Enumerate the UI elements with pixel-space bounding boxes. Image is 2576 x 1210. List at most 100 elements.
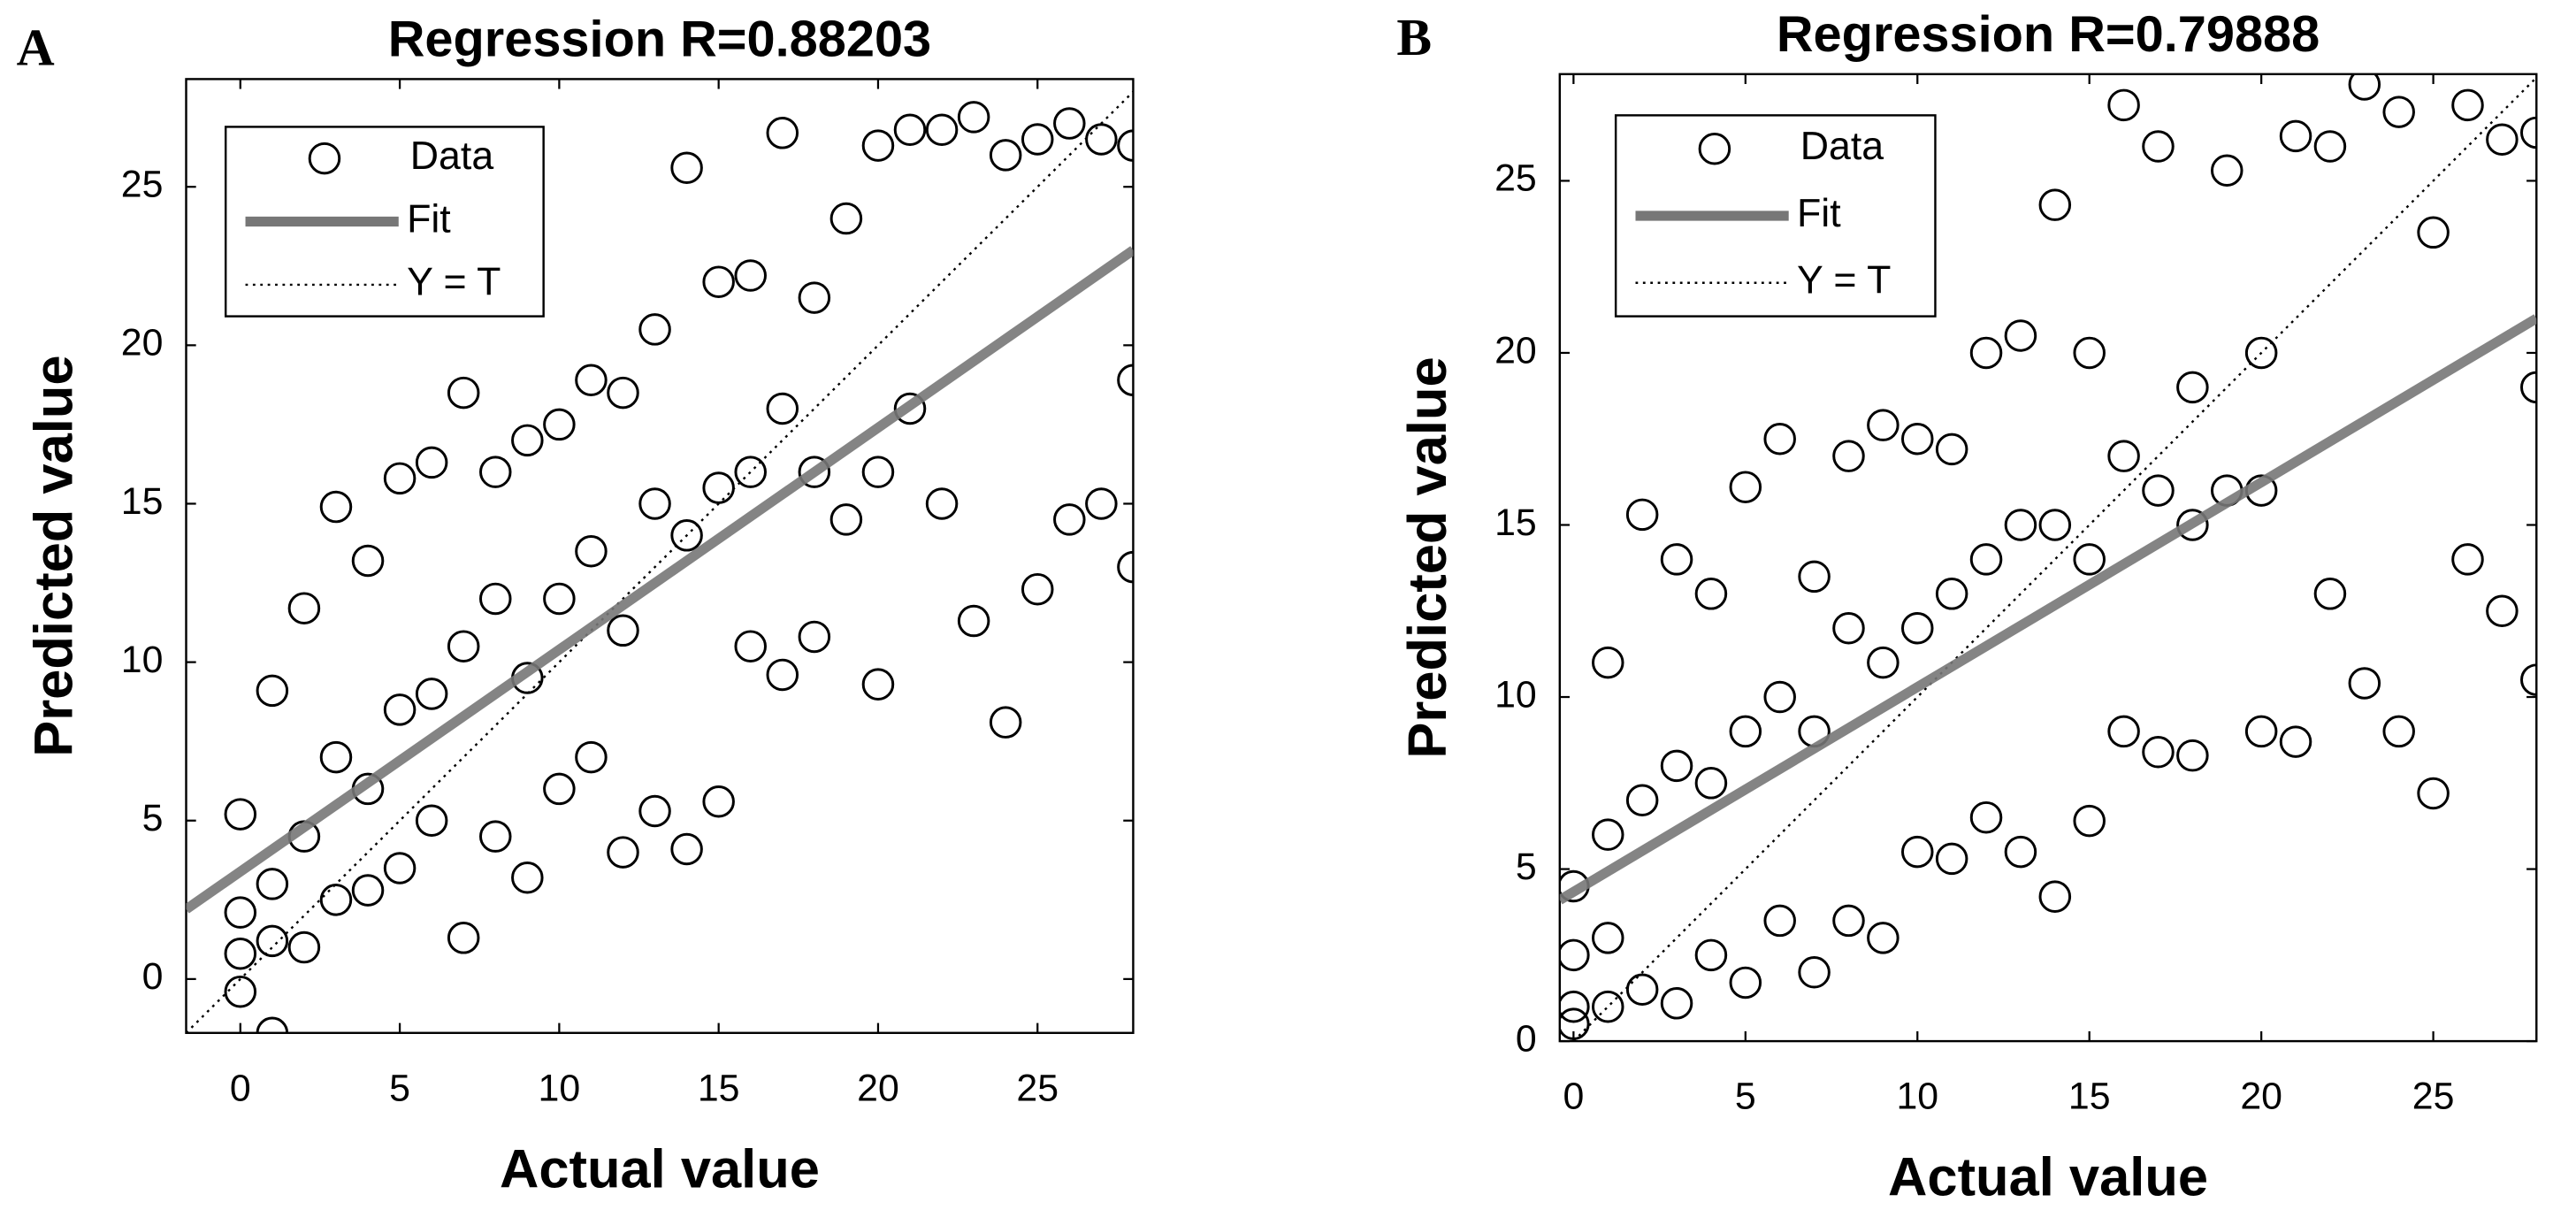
data-point — [2279, 725, 2312, 758]
data-point — [2142, 474, 2175, 507]
y-tick-label: 15 — [1494, 502, 1537, 544]
data-point — [1729, 966, 1762, 999]
data-point — [670, 519, 703, 552]
plot-area — [186, 90, 1134, 1033]
x-tick-label: 25 — [1016, 1067, 1059, 1109]
data-point — [511, 424, 544, 457]
x-tick-label: 15 — [2068, 1076, 2111, 1118]
data-point — [734, 259, 767, 292]
data-point — [1660, 987, 1693, 1020]
data-point — [861, 129, 895, 162]
y-tick-label: 5 — [1516, 846, 1537, 888]
y-tick-label: 15 — [121, 480, 164, 523]
y-tick-label: 25 — [121, 164, 164, 206]
data-point — [1935, 578, 1968, 610]
data-point — [351, 874, 385, 907]
data-point — [1867, 922, 1900, 954]
data-point — [2520, 371, 2537, 404]
data-point — [1867, 646, 1900, 679]
data-point — [607, 376, 639, 410]
data-point — [256, 674, 289, 708]
data-point — [575, 534, 608, 568]
data-point — [1559, 990, 1590, 1023]
data-point — [383, 462, 417, 495]
data-point — [638, 794, 671, 828]
data-point — [1592, 818, 1624, 851]
data-point — [1592, 990, 1624, 1023]
data-point — [543, 582, 576, 616]
data-point — [893, 392, 927, 425]
data-point — [1798, 956, 1831, 989]
data-point — [1559, 938, 1590, 972]
data-point — [511, 861, 544, 894]
data-point — [670, 832, 703, 866]
data-point — [1592, 646, 1624, 679]
data-point — [1798, 560, 1831, 594]
legend-label: Fit — [1797, 192, 1841, 235]
data-point — [287, 592, 321, 624]
data-point — [224, 975, 257, 1008]
data-point — [1729, 715, 1762, 748]
data-point — [2417, 216, 2450, 249]
data-point — [415, 678, 448, 710]
data-point — [2073, 543, 2106, 576]
x-tick-label: 5 — [389, 1067, 410, 1109]
chart-title: Regression R=0.79888 — [1777, 6, 2320, 63]
data-point — [2073, 336, 2106, 370]
data-point — [319, 740, 353, 774]
data-point — [1969, 543, 2003, 576]
data-point — [829, 202, 863, 235]
data-point — [224, 937, 257, 970]
data-point — [2244, 336, 2278, 370]
data-point — [1117, 550, 1134, 584]
data-point — [2107, 440, 2140, 472]
y-tick-label: 10 — [1494, 673, 1537, 716]
data-point — [957, 101, 990, 134]
x-tick-label: 20 — [2240, 1076, 2282, 1118]
data-point — [957, 604, 990, 638]
panel-label: A — [17, 18, 55, 76]
data-point — [670, 151, 703, 184]
data-point — [1085, 487, 1118, 520]
data-point — [2313, 130, 2347, 163]
plot-area — [1559, 73, 2537, 1042]
data-point — [1901, 422, 1934, 456]
data-point — [989, 139, 1022, 172]
x-tick-label: 5 — [1735, 1076, 1756, 1118]
data-point — [1935, 433, 1968, 466]
data-point — [1660, 749, 1693, 783]
data-point — [1625, 498, 1659, 532]
data-point — [383, 693, 417, 726]
y-tick-label: 0 — [142, 955, 164, 998]
data-point — [479, 456, 512, 488]
data-point — [1053, 107, 1086, 140]
data-point — [415, 804, 448, 837]
x-tick-label: 20 — [857, 1067, 899, 1109]
data-point — [287, 930, 321, 964]
data-point — [1020, 123, 1054, 156]
data-point — [543, 772, 576, 806]
data-point — [2004, 319, 2037, 352]
legend-label: Y = T — [1797, 259, 1891, 302]
data-point — [224, 896, 257, 929]
data-point — [1660, 543, 1693, 576]
fit-line — [186, 246, 1134, 914]
data-point — [2417, 777, 2450, 810]
data-point — [829, 503, 863, 536]
legend-marker — [308, 142, 341, 175]
data-point — [575, 740, 608, 774]
data-point — [925, 113, 959, 146]
data-point — [2004, 509, 2037, 541]
y-tick-label: 25 — [1494, 157, 1537, 200]
x-tick-label: 10 — [539, 1067, 581, 1109]
data-point — [2382, 96, 2415, 128]
data-point — [2107, 715, 2140, 748]
x-tick-label: 0 — [1563, 1076, 1584, 1118]
data-point — [447, 922, 480, 954]
data-point — [1901, 611, 1934, 645]
data-point — [1832, 904, 1865, 938]
y-tick-label: 20 — [121, 322, 164, 364]
y-tick-label: 5 — [142, 797, 164, 839]
data-point — [638, 487, 671, 520]
data-point — [575, 364, 608, 397]
